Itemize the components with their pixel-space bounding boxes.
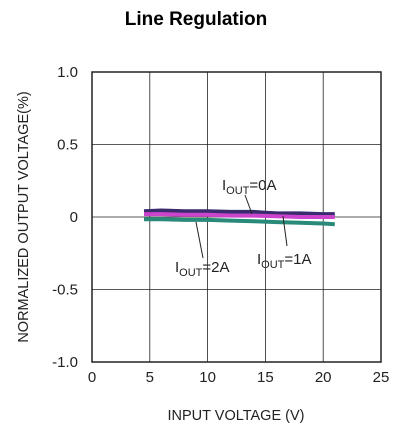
leader-1a: [282, 215, 288, 247]
y-tick-label: 0: [70, 209, 78, 226]
y-tick-label: -0.5: [52, 282, 78, 299]
chart-title: Line Regulation: [125, 9, 268, 30]
label-iout-0a: IOUT=0A: [222, 177, 277, 197]
y-tick-label: 1.0: [57, 64, 78, 81]
leader-0a: [244, 194, 253, 215]
x-tick-label: 15: [257, 369, 274, 386]
y-axis-label: NORMALIZED OUTPUT VOLTAGE(%): [16, 91, 32, 342]
x-tick-label: 5: [146, 369, 154, 386]
x-tick-label: 20: [315, 369, 332, 386]
y-tick-label: -1.0: [52, 354, 78, 371]
leader-2a: [195, 221, 204, 259]
label-iout-2a: IOUT=2A: [175, 259, 230, 279]
x-axis-ticks: 0 5 10 15 20 25: [88, 369, 390, 386]
label-iout-1a: IOUT=1A: [257, 251, 312, 271]
series-line-2: [144, 217, 335, 227]
x-axis-label: INPUT VOLTAGE (V): [168, 408, 305, 424]
x-tick-label: 0: [88, 369, 96, 386]
y-tick-label: 0.5: [57, 137, 78, 154]
series-line-0: [143, 208, 335, 217]
y-axis-ticks: 1.0 0.5 0 -0.5 -1.0: [52, 64, 78, 371]
annotations: IOUT=0A IOUT=1A IOUT=2A: [175, 177, 312, 279]
x-tick-label: 10: [199, 369, 216, 386]
x-tick-label: 25: [373, 369, 390, 386]
series-group: [143, 208, 335, 227]
series-line-1: [144, 212, 335, 219]
